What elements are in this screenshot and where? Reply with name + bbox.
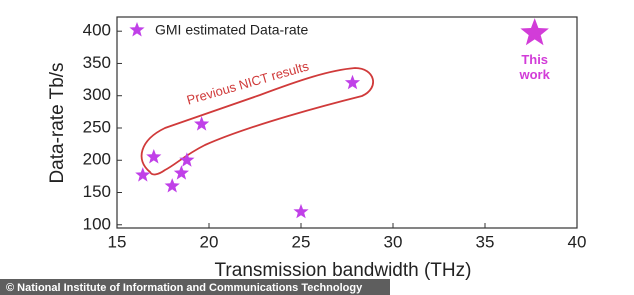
plot-frame <box>116 16 578 229</box>
y-tick-label: 200 <box>83 150 111 169</box>
x-tick-label: 35 <box>476 232 495 251</box>
highlight-label: This work <box>519 53 551 83</box>
point <box>173 165 189 180</box>
point <box>164 178 180 193</box>
y-tick-label: 350 <box>83 53 111 72</box>
point <box>293 203 309 219</box>
x-tick-label: 40 <box>568 232 587 251</box>
credit-background <box>0 279 390 295</box>
highlight-point <box>520 18 549 46</box>
x-tick-label: 25 <box>292 232 311 251</box>
point <box>135 167 151 182</box>
credit: © National Institute of Information and … <box>6 282 363 294</box>
y-tick-label: 250 <box>83 117 111 136</box>
point <box>146 149 162 164</box>
legend-marker <box>129 22 145 37</box>
legend-label: GMI estimated Data-rate <box>155 22 308 38</box>
x-tick-label: 15 <box>108 232 127 251</box>
x-tick-label: 30 <box>384 232 403 251</box>
point <box>194 116 210 131</box>
y-tick-label: 400 <box>83 21 111 40</box>
x-axis-label: Transmission bandwidth (THz) <box>215 260 472 281</box>
y-tick-label: 150 <box>83 182 111 201</box>
x-tick-label: 20 <box>200 232 219 251</box>
y-tick-label: 100 <box>83 214 111 233</box>
point <box>344 74 361 90</box>
y-axis-label: Data-rate Tb/s <box>47 62 68 183</box>
highlight-loop <box>140 67 374 176</box>
point <box>179 152 195 167</box>
y-tick-label: 300 <box>83 85 111 104</box>
